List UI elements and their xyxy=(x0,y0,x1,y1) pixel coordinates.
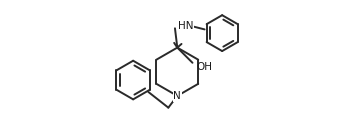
Text: OH: OH xyxy=(196,62,212,72)
Text: N: N xyxy=(173,91,181,101)
Text: HN: HN xyxy=(178,21,194,30)
